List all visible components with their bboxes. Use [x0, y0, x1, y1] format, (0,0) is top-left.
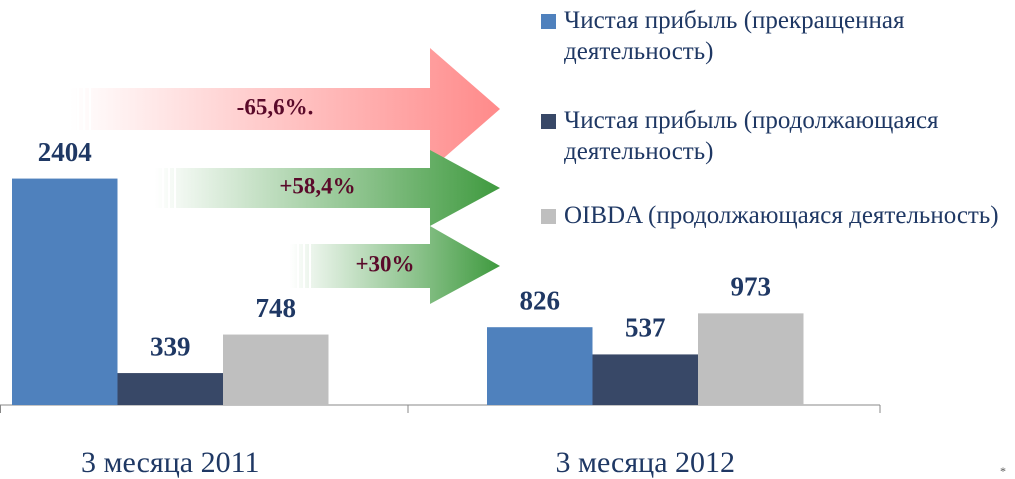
legend-label: Чистая прибыль (продолжающаяся деятельно… [564, 107, 939, 165]
legend-entry: OIBDA (продолжающаяся деятельность) [541, 200, 1011, 231]
annotation-arrow [155, 150, 500, 226]
data-label: 826 [520, 285, 561, 315]
x-tick-label: 3 месяца 2012 [555, 446, 735, 479]
annotation-label: +30% [355, 251, 414, 276]
legend-label: OIBDA (продолжающаяся деятельность) [564, 202, 999, 229]
annotation-label: +58,4% [279, 173, 355, 198]
legend-label: Чистая прибыль (прекращенная деятельност… [564, 7, 905, 65]
data-label: 748 [256, 293, 297, 323]
legend-swatch [541, 209, 556, 224]
bar [698, 313, 804, 405]
x-tick-label: 3 месяца 2011 [81, 446, 259, 479]
footnote: * [1000, 464, 1006, 478]
legend-entry: Чистая прибыль (продолжающаяся деятельно… [541, 105, 1011, 167]
data-label: 2404 [38, 137, 92, 167]
data-label: 537 [625, 313, 666, 343]
data-label: 973 [731, 272, 772, 302]
bar [117, 373, 223, 405]
bar [487, 327, 593, 405]
legend-swatch [541, 114, 556, 129]
annotation-arrow [70, 48, 500, 170]
data-label: 339 [150, 331, 191, 361]
bar [592, 354, 698, 405]
annotation-label: -65,6%. [237, 94, 314, 119]
annotation-arrow [290, 226, 500, 304]
bar [223, 334, 329, 405]
bar [12, 178, 118, 405]
legend-swatch [541, 14, 556, 29]
legend-entry: Чистая прибыль (прекращенная деятельност… [541, 5, 1011, 67]
